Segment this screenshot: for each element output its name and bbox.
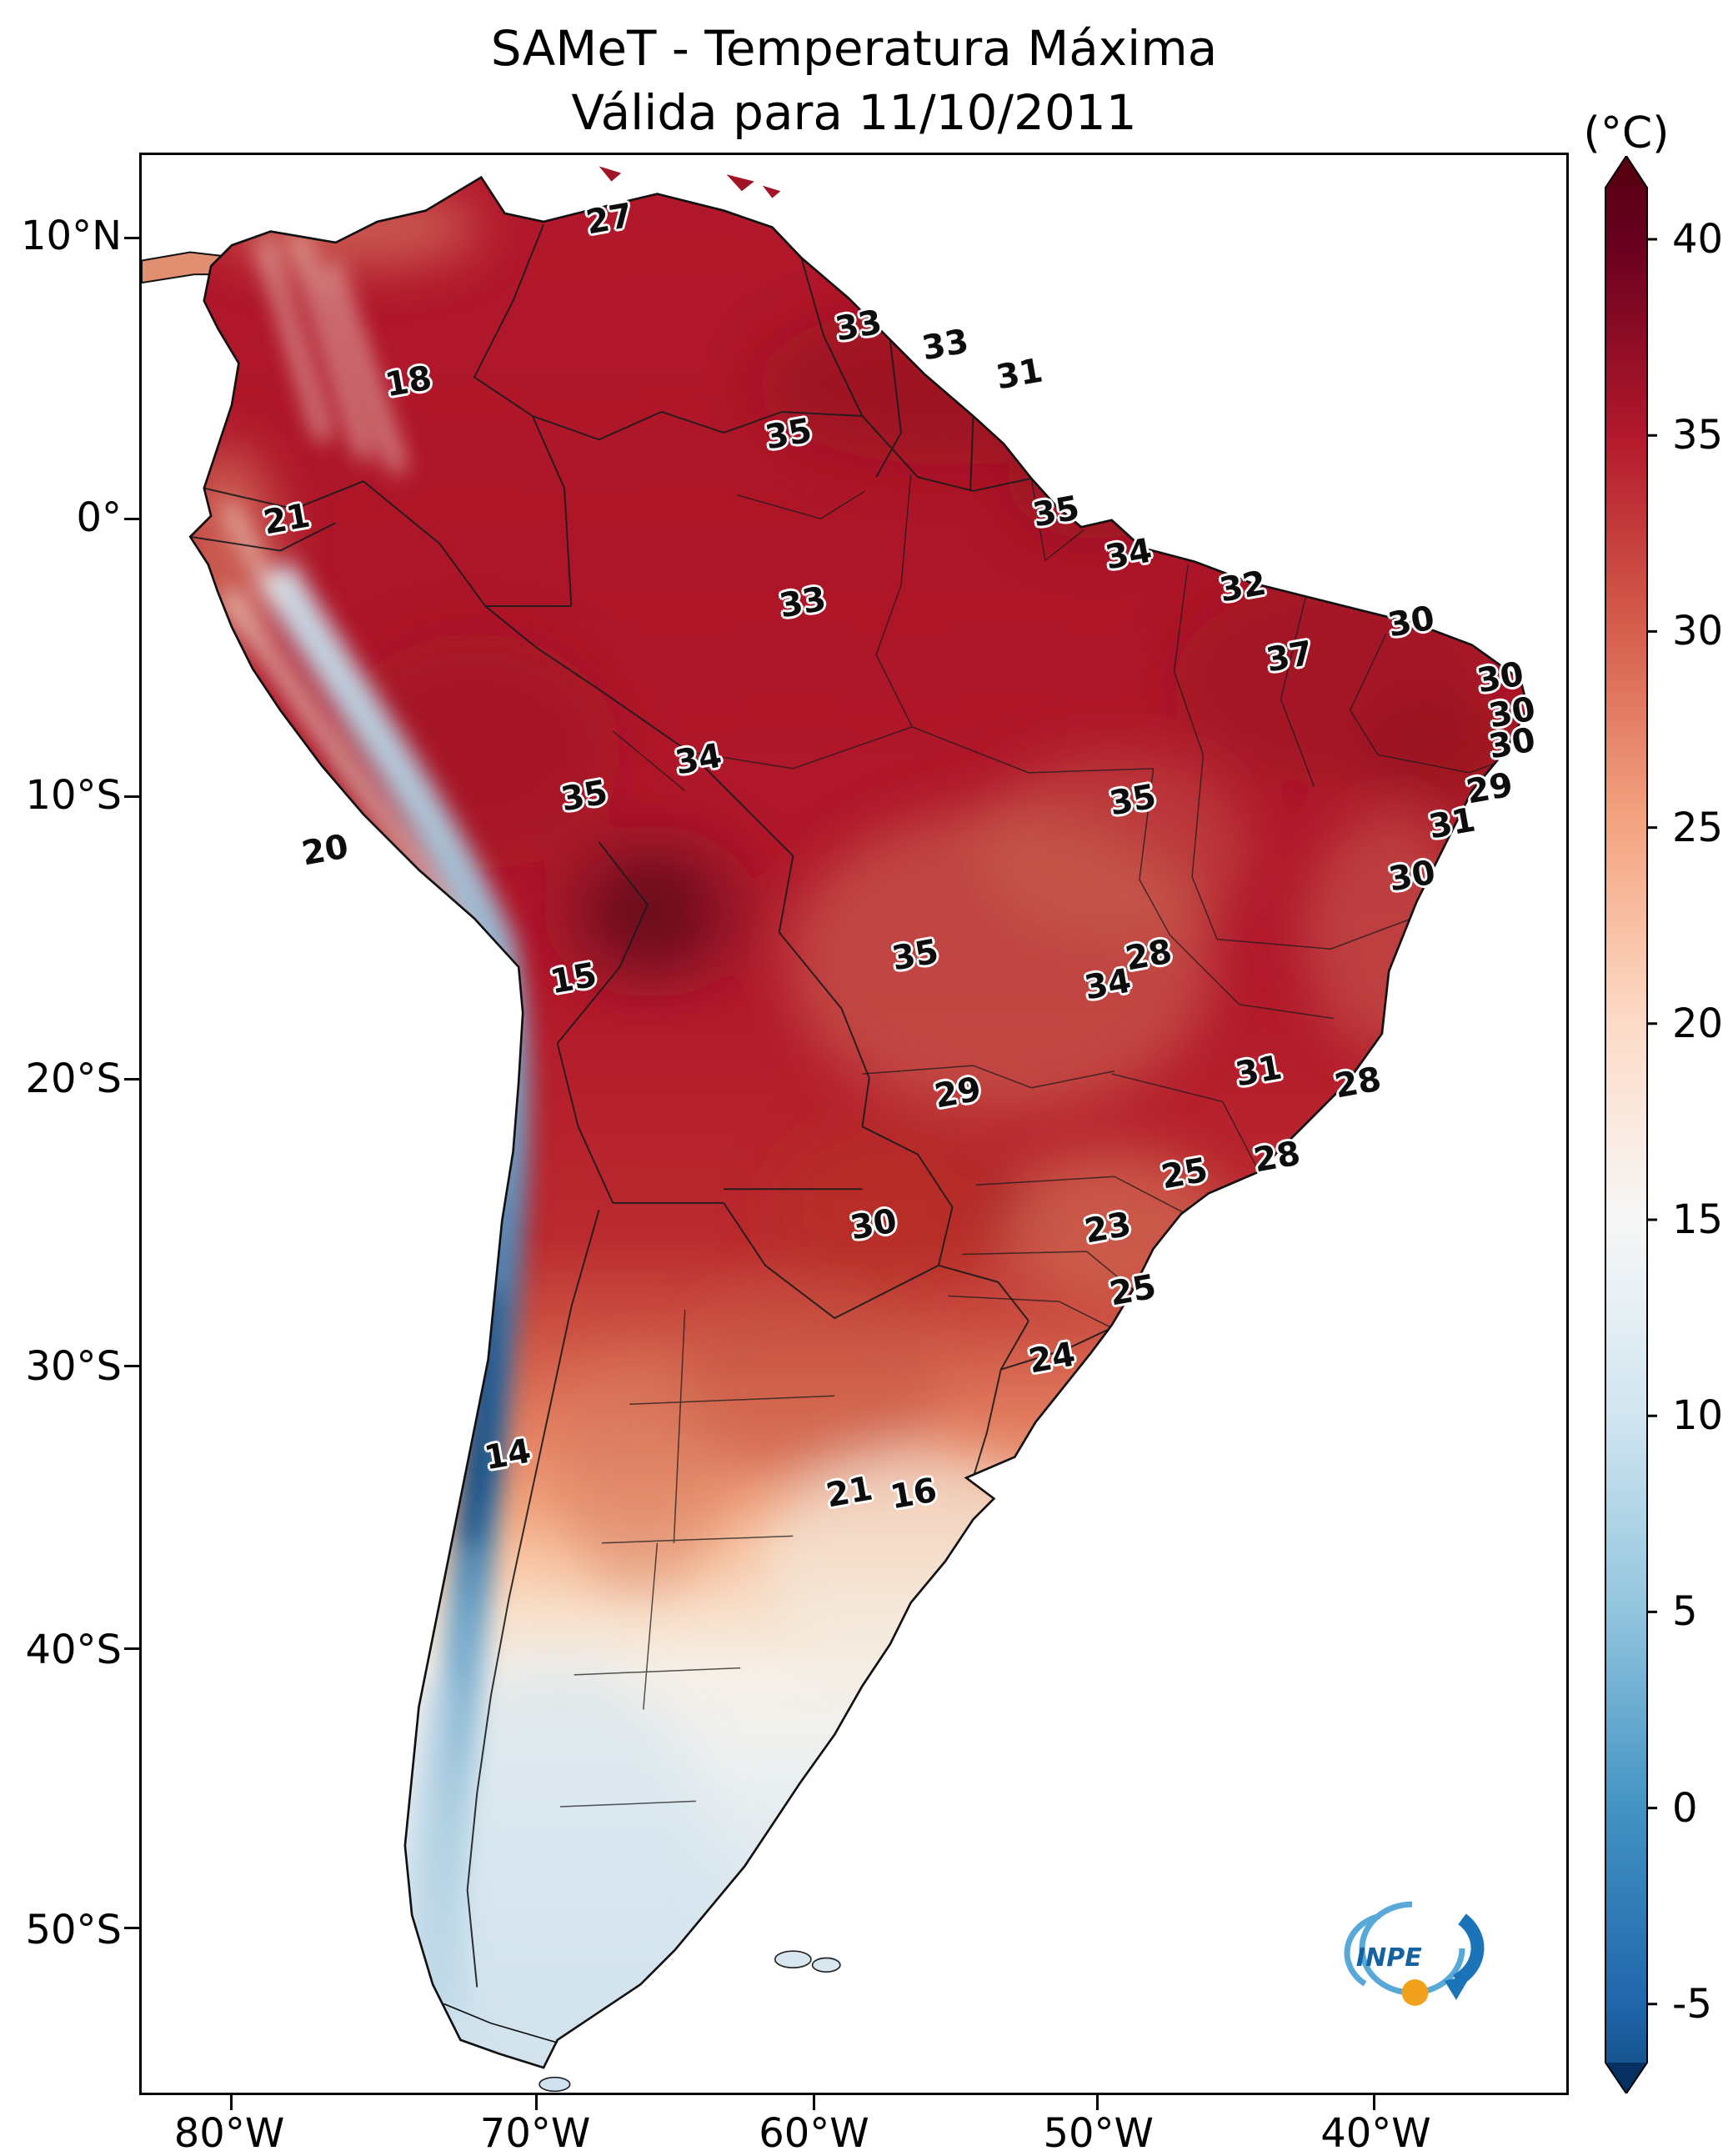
colorbar-labels: 40 35 30 25 20 15 10 5 0 -5: [1665, 156, 1723, 2093]
colorbar-tick-label: 0: [1672, 1784, 1698, 1832]
temperature-label: 33: [776, 579, 829, 626]
southern-island: [538, 2076, 571, 2093]
temperature-label: 35: [1107, 777, 1160, 824]
temperature-label: 34: [672, 736, 725, 783]
temperature-label: 25: [1107, 1267, 1160, 1314]
title-block: SAMeT - Temperatura Máxima Válida para 1…: [139, 17, 1569, 144]
lon-tick-mark: [534, 2095, 538, 2110]
lon-tick-mark: [813, 2095, 816, 2110]
colorbar-tick-label: 15: [1672, 1196, 1723, 1243]
temperature-label: 37: [1264, 634, 1316, 680]
temperature-label: 35: [889, 932, 942, 979]
map-title: SAMeT - Temperatura Máxima: [490, 20, 1218, 77]
temperature-label: 31: [1232, 1048, 1285, 1095]
temperature-label: 28: [1122, 932, 1175, 979]
temperature-labels-layer: 27 33 33 31 18 35 21 35 34 32 33 30 37 30 30 30 34 29 35 35…: [142, 155, 1566, 2093]
lon-tick-mark: [230, 2095, 233, 2110]
temperature-label: 20: [299, 827, 352, 874]
latitude-axis: 10°N 0° 10°S 20°S 30°S 40°S 50°S: [0, 153, 133, 2095]
lat-tick-label: 10°S: [25, 772, 122, 820]
lon-tick-label: 60°W: [759, 2110, 869, 2156]
colorbar-tick-label: 30: [1672, 608, 1723, 655]
colorbar-tick-label: 25: [1672, 804, 1723, 851]
temperature-label: 16: [887, 1471, 940, 1517]
colorbar-tick-label: 20: [1672, 1000, 1723, 1047]
lat-tick-mark: [124, 1647, 139, 1651]
temperature-label: 15: [547, 955, 600, 1002]
colorbar-tick-label: 10: [1672, 1392, 1723, 1440]
inpe-logo: INPE: [1337, 1893, 1487, 2018]
colorbar-unit-label: (°C): [1583, 108, 1670, 158]
lat-tick-mark: [124, 1078, 139, 1081]
temperature-label: 23: [1081, 1206, 1134, 1251]
colorbar-tick-label: -5: [1672, 1980, 1712, 2028]
lon-tick-label: 70°W: [479, 2110, 591, 2156]
caribbean-islands: [599, 166, 781, 198]
lon-tick-label: 40°W: [1320, 2110, 1431, 2156]
lon-tick-label: 50°W: [1043, 2110, 1155, 2156]
temperature-label: 28: [1250, 1134, 1304, 1180]
country-borders: [190, 223, 1113, 1988]
lon-tick-label: 80°W: [173, 2110, 285, 2156]
temperature-label: 18: [382, 358, 434, 405]
temperature-label: 21: [823, 1469, 876, 1516]
lat-tick-mark: [124, 518, 139, 521]
lon-tick-mark: [1096, 2095, 1099, 2110]
lat-tick-mark: [124, 237, 139, 240]
temperature-label: 14: [481, 1431, 534, 1478]
inpe-logo-text: INPE: [1356, 1943, 1422, 1973]
colorbar-tick-label: 40: [1672, 216, 1723, 263]
colorbar-tick-marks: [1647, 238, 1657, 2006]
temperature-label: 31: [1425, 800, 1479, 847]
lon-tick-mark: [1372, 2095, 1375, 2110]
map-plot-area: 27 33 33 31 18 35 21 35 34 32 33 30 37 30 30 30 34 29 35 35…: [124, 153, 1569, 2110]
longitude-axis: 80°W 70°W 60°W 50°W 40°W: [139, 2102, 1569, 2156]
inpe-logo-graphic: INPE: [1344, 1901, 1485, 2006]
temperature-label: 30: [1485, 721, 1539, 767]
temperature-label: 33: [832, 303, 885, 348]
lat-tick-mark: [124, 1926, 139, 1929]
temperature-label: 35: [1029, 489, 1083, 535]
temperature-label: 30: [1385, 599, 1438, 645]
lat-tick-label: 10°N: [21, 213, 122, 260]
temperature-label: 34: [1081, 961, 1134, 1008]
temperature-label: 29: [931, 1070, 984, 1116]
lat-tick-label: 50°S: [25, 1906, 122, 1953]
magellan-strait-line: [443, 2003, 558, 2043]
lat-tick-label: 20°S: [25, 1055, 122, 1103]
temperature-label: 25: [1158, 1151, 1211, 1197]
south-america-temperature-map: [142, 166, 1529, 2093]
lat-tick-label: 0°: [76, 494, 122, 542]
temperature-label: 21: [260, 496, 313, 543]
state-borders: [560, 474, 1528, 1808]
temperature-label: 28: [1332, 1060, 1385, 1106]
lat-tick-label: 30°S: [25, 1343, 122, 1391]
lat-tick-mark: [124, 1365, 139, 1367]
temperature-label: 33: [919, 322, 972, 369]
falkland-islands: [774, 1950, 841, 1973]
lat-tick-mark: [124, 795, 139, 798]
temperature-label: 30: [848, 1201, 900, 1248]
temperature-label: 31: [993, 351, 1046, 398]
temperature-label: 30: [1386, 853, 1439, 899]
colorbar-tick-label: 35: [1672, 412, 1723, 459]
temperature-label: 35: [762, 411, 815, 458]
temperature-label: 24: [1025, 1335, 1079, 1381]
temperature-label: 32: [1216, 564, 1270, 610]
temperature-label: 34: [1102, 531, 1155, 578]
temperature-label: 27: [583, 196, 635, 243]
colorbar: [1602, 154, 1660, 2095]
colorbar-graphic: [1605, 154, 1657, 2095]
lat-tick-label: 40°S: [25, 1627, 122, 1674]
colorbar-tick-label: 5: [1672, 1588, 1698, 1636]
map-subtitle: Válida para 11/10/2011: [571, 83, 1137, 141]
temperature-label: 35: [558, 773, 611, 820]
